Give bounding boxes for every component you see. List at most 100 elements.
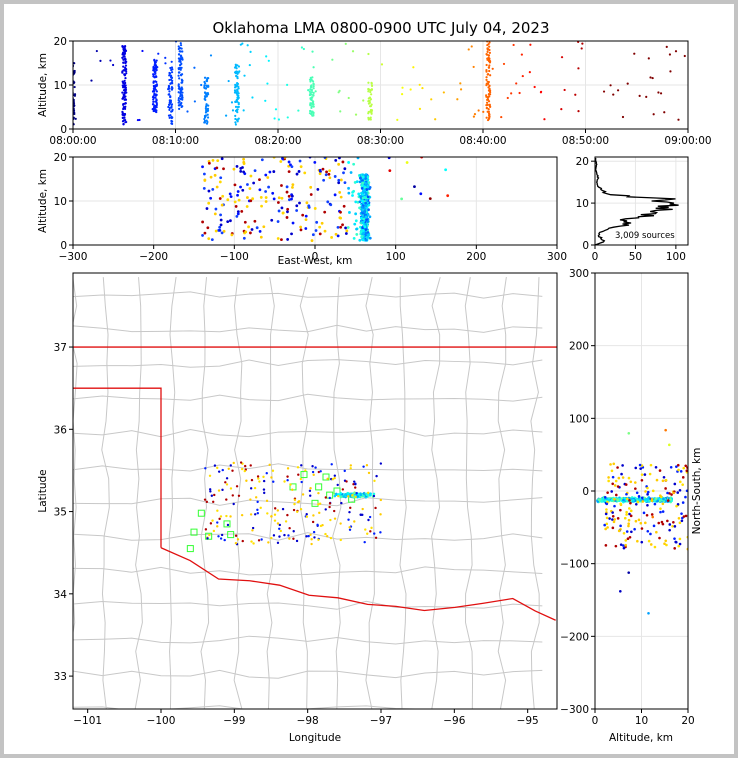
ns-height-point (676, 463, 680, 467)
time-height-point (122, 47, 125, 51)
ns-height-point (613, 518, 617, 521)
time-height-point (178, 71, 181, 74)
ew-height-x-tick-label: 0 (312, 251, 319, 263)
time-height-point (486, 110, 489, 113)
ew-height-point (218, 180, 222, 184)
ew-height-point (245, 205, 249, 208)
ew-height-point (357, 192, 361, 196)
ns-height-point (661, 502, 665, 506)
ew-height-point (271, 191, 275, 195)
ew-height-point (279, 160, 283, 163)
time-height-point (473, 113, 477, 116)
plan-view-point (339, 491, 342, 495)
ns-height-point (605, 522, 609, 526)
ew-height-point (264, 173, 268, 177)
ns-height-y-tick-label: 100 (569, 413, 589, 425)
ew-height-point (322, 178, 326, 182)
time-height-point (153, 58, 156, 61)
time-height-point (412, 66, 415, 69)
ew-height-x-tick-label: 100 (386, 251, 406, 263)
time-height-point (177, 98, 180, 102)
time-height-point (251, 96, 254, 99)
plan-view-point (374, 506, 377, 510)
time-height-point (577, 110, 580, 113)
time-height-point (168, 90, 171, 93)
time-height-point (200, 83, 203, 87)
county-border (497, 277, 507, 709)
histogram-y-tick-label: 20 (576, 156, 589, 168)
time-height-point (204, 114, 207, 117)
time-height-point (237, 65, 241, 68)
ew-height-point (347, 186, 350, 190)
ew-height-point (228, 192, 232, 196)
time-height-point (309, 92, 312, 95)
ns-height-point (640, 496, 644, 500)
ew-height-point (339, 178, 343, 182)
time-height-point (73, 62, 76, 65)
ns-height-point (684, 464, 688, 468)
time-height-point (73, 85, 76, 89)
plan-view-point (324, 532, 327, 536)
plan-view-point (372, 492, 376, 496)
ns-height-point (628, 497, 631, 500)
plan-view-y-tick-label: 36 (54, 424, 68, 436)
time-height-point (265, 55, 268, 58)
time-height-point (171, 87, 174, 90)
time-height-point (485, 63, 488, 67)
time-height-point (136, 118, 140, 122)
plan-view-point (226, 523, 230, 527)
ew-height-point (299, 165, 303, 169)
time-height-point (311, 76, 314, 79)
time-height-point (312, 82, 315, 86)
time-height-point (487, 42, 490, 46)
time-height-point (236, 64, 239, 67)
ns-height-point (640, 540, 644, 544)
plan-view-point (219, 515, 223, 518)
ns-height-point (622, 531, 626, 535)
time-height-point (560, 108, 563, 111)
ew-height-point (264, 196, 268, 199)
county-border (200, 277, 210, 709)
plan-view-point (295, 539, 299, 543)
state-border-red-river (160, 547, 556, 621)
time-height-point (231, 109, 235, 112)
ns-height-point (646, 529, 650, 533)
lma-station-marker (311, 499, 319, 507)
ns-height-point (614, 544, 618, 548)
plan-view-point (296, 510, 299, 513)
time-height-point (308, 78, 312, 81)
plan-view-point (299, 477, 303, 481)
time-height-point (151, 107, 154, 111)
ew-height-point (361, 173, 365, 177)
time-height-point (153, 93, 156, 96)
ns-height-point (668, 528, 671, 532)
plan-view-point (237, 494, 241, 497)
ns-height-point (604, 527, 607, 531)
plan-view-point (324, 496, 327, 499)
plan-view-point (311, 465, 314, 468)
ew-height-point (309, 193, 313, 196)
ew-height-point (325, 170, 328, 174)
ew-height-point (368, 215, 372, 219)
time-height-point (123, 66, 127, 69)
ns-height-point (679, 470, 683, 473)
ew-height-point (236, 190, 240, 193)
time-height-point (580, 47, 583, 50)
time-height-point (204, 107, 207, 110)
ew-height-point (345, 229, 349, 233)
plan-view-point (362, 465, 365, 468)
plan-view-point (276, 522, 280, 525)
ew-height-point (310, 239, 314, 242)
time-height-point (154, 70, 157, 73)
ew-height-point (206, 226, 210, 230)
ew-height-point (258, 178, 261, 181)
time-height-point (122, 106, 125, 109)
county-border (73, 635, 543, 645)
plan-view-point (328, 505, 331, 509)
lma-station-marker (223, 520, 231, 528)
ew-height-point (248, 187, 252, 190)
ew-height-point (364, 181, 367, 185)
time-height-point (487, 82, 490, 85)
time-height-point (659, 92, 663, 95)
plan-view-point (254, 513, 257, 516)
